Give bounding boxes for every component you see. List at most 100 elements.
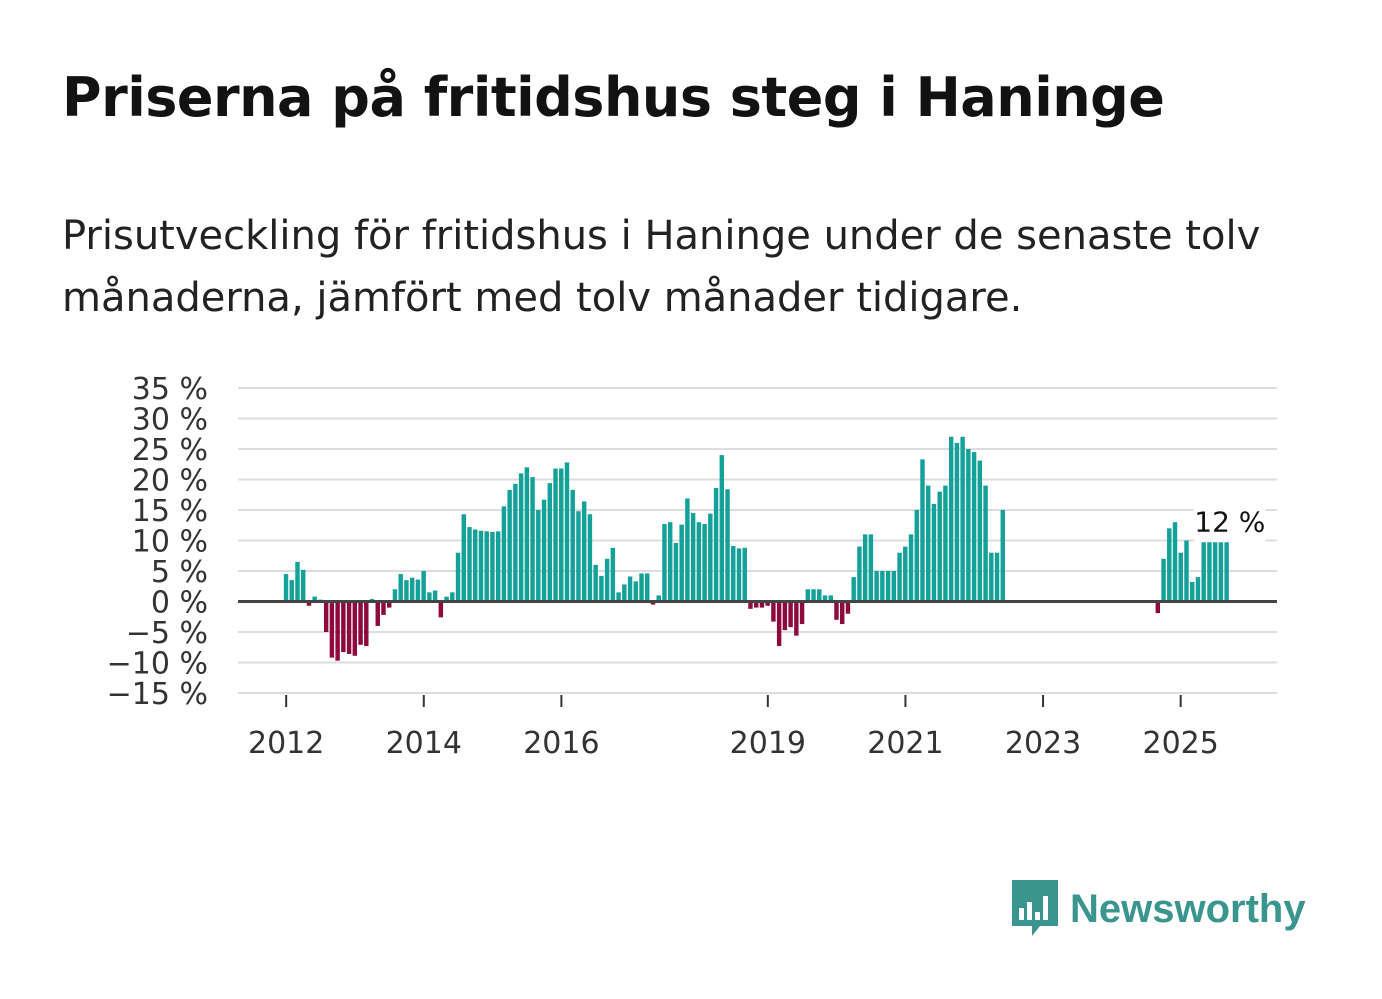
bar [753, 601, 759, 608]
bar [392, 589, 398, 602]
value-annotation: 12 % [1193, 498, 1266, 543]
bar [604, 558, 610, 602]
bar [759, 601, 765, 608]
bar [920, 459, 925, 602]
bar [656, 595, 661, 602]
bar [650, 601, 656, 605]
bar [564, 462, 570, 602]
bar [484, 531, 489, 602]
bar [358, 601, 363, 645]
bar [880, 571, 885, 602]
bar [610, 547, 616, 602]
bar [782, 601, 788, 631]
bar [450, 592, 455, 602]
bar [1195, 577, 1201, 602]
bar [1155, 601, 1161, 614]
bar [473, 529, 478, 602]
bar [788, 601, 793, 628]
bar [530, 477, 535, 602]
bar [289, 580, 294, 602]
bar [409, 577, 415, 602]
bar [518, 473, 524, 602]
bar [897, 552, 902, 602]
annotation-label: 12 % [1194, 505, 1265, 538]
bar [891, 571, 897, 602]
bar [885, 571, 891, 602]
bar [994, 552, 1000, 602]
x-tick-label: 2014 [386, 726, 462, 761]
bar [851, 577, 856, 602]
bar [495, 531, 501, 602]
bar [513, 483, 518, 602]
bar [639, 573, 644, 602]
bar [1218, 513, 1224, 602]
bar [438, 601, 444, 618]
bar [404, 580, 409, 602]
bar [536, 510, 541, 602]
y-tick-label: 25 % [132, 433, 208, 468]
bar [960, 436, 965, 602]
bar [725, 489, 730, 602]
bar [817, 589, 822, 602]
bar [398, 574, 403, 602]
bar [834, 601, 839, 620]
y-axis-labels: 35 %30 %25 %20 %15 %10 %5 %0 %−5 %−10 %−… [107, 372, 208, 712]
bar [421, 571, 426, 602]
bar [828, 595, 833, 602]
y-tick-label: 35 % [132, 372, 208, 407]
bar [1172, 522, 1178, 602]
bar [335, 601, 340, 661]
bar [352, 601, 358, 656]
bar [776, 601, 782, 647]
bar-chart: 35 %30 %25 %20 %15 %10 %5 %0 %−5 %−10 %−… [107, 372, 1277, 761]
bar [645, 573, 650, 602]
annotation-background [1193, 498, 1266, 543]
bar [794, 601, 799, 636]
bar [1189, 581, 1195, 602]
x-tick-label: 2025 [1142, 726, 1218, 761]
bar [467, 527, 472, 602]
bar [983, 485, 988, 602]
bar [306, 601, 312, 606]
bar [771, 601, 776, 622]
chart-subtitle: Prisutveckling för fritidshus i Haninge … [62, 213, 1261, 321]
bar [948, 436, 954, 602]
bar [679, 524, 684, 602]
bar [690, 513, 696, 602]
bar [662, 524, 667, 602]
bar [748, 601, 753, 609]
bar [295, 561, 300, 602]
y-tick-label: 5 % [151, 555, 208, 590]
newsworthy-logo-icon [1012, 880, 1058, 936]
x-tick-label: 2012 [248, 726, 324, 761]
bar [444, 596, 449, 602]
bar [926, 485, 931, 602]
bar [593, 564, 598, 602]
bar [541, 499, 547, 602]
bar [822, 595, 828, 602]
bar [1000, 510, 1005, 602]
bar [346, 601, 352, 654]
bar [1212, 513, 1218, 602]
y-tick-label: 10 % [132, 525, 208, 560]
bar [576, 511, 581, 602]
bar [943, 485, 948, 602]
bar [381, 601, 386, 615]
bar [1161, 558, 1166, 602]
bar [616, 592, 621, 602]
bar [547, 483, 552, 602]
bar [989, 552, 994, 602]
bar [329, 601, 335, 658]
bar [1224, 527, 1229, 602]
bar [862, 534, 868, 602]
bar [954, 442, 960, 602]
bar [432, 590, 438, 602]
bar [908, 534, 914, 602]
bar [1167, 528, 1172, 602]
bar [364, 601, 369, 647]
bar [977, 460, 983, 602]
y-tick-label: 0 % [151, 586, 208, 621]
bar [799, 601, 805, 625]
bar [375, 601, 380, 626]
y-tick-label: −15 % [107, 677, 208, 712]
